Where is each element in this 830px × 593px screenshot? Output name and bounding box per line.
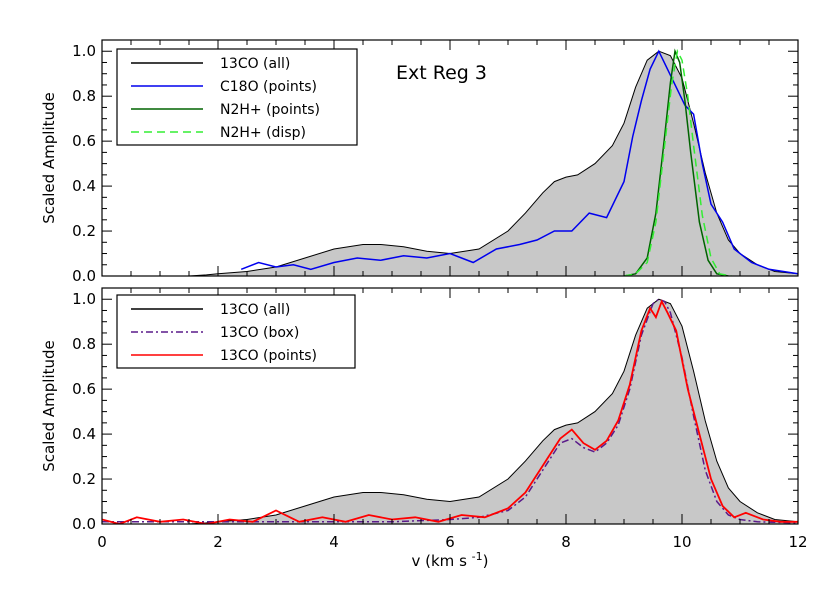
- panel-bottom-legend-label: 13CO (all): [220, 302, 290, 318]
- panel-bottom-x-tick-label: 6: [445, 533, 455, 551]
- panel-top-series-13co-all-fill: [102, 51, 798, 276]
- panel-top-annotation: Ext Reg 3: [396, 62, 487, 84]
- panel-top-y-tick-label: 0.8: [72, 87, 96, 105]
- panel-top-x-ticks: [101, 40, 799, 276]
- panel-bottom-y-axis-title: Scaled Amplitude: [40, 340, 58, 472]
- panel-bottom-x-tick-label: 12: [788, 533, 807, 551]
- panel-top-series-c18o-points: [240, 49, 798, 275]
- panel-bottom-x-tick-label: 4: [329, 533, 339, 551]
- panel-bottom-series-13co-all-fill: [102, 299, 798, 524]
- panel-bottom-y-tick-label: 0.4: [72, 425, 96, 443]
- panel-top-y-tick-label: 0.2: [72, 222, 96, 240]
- panel-top-y-tick-label: 0.6: [72, 132, 96, 150]
- panel-top-legend-label: C18O (points): [220, 79, 317, 95]
- panel-bottom-y-ticks: [102, 287, 798, 525]
- panel-top-series-n2h-disp: [623, 48, 732, 276]
- panel-top-legend-label: N2H+ (points): [220, 102, 320, 118]
- panel-top-plot-area: [102, 48, 798, 276]
- panel-bottom-legend-label: 13CO (box): [220, 325, 299, 341]
- panel-top-y-tick-label: 0.0: [72, 267, 96, 285]
- panel-bottom-x-tick-label: 8: [561, 533, 571, 551]
- panel-bottom-y-tick-label: 0.2: [72, 470, 96, 488]
- panel-top-y-ticks: [102, 39, 798, 277]
- panel-top-y-axis-title: Scaled Amplitude: [40, 92, 58, 224]
- panel-bottom-y-tick-label: 0.8: [72, 335, 96, 353]
- panel-top-y-tick-label: 1.0: [72, 42, 96, 60]
- panel-bottom-series-13co-all-outline: [102, 298, 798, 524]
- panel-top-legend-label: 13CO (all): [220, 56, 290, 72]
- panel-top-legend-box: [116, 48, 358, 146]
- panel-bottom-legend-label: 13CO (points): [220, 348, 317, 364]
- panel-bottom-series-13co-points: [102, 299, 798, 524]
- panel-bottom-y-tick-label: 0.6: [72, 380, 96, 398]
- panel-top: 0.0 0.2 0.4 0.6 0.8 1.0 Scaled Amplitude Ext Re…: [40, 39, 799, 285]
- panel-top-series-n2h-points: [623, 48, 729, 276]
- panel-bottom: 0.0 0.2 0.4 0.6 0.8 1.0 0 2 4 6 8 10 12 v (km s -1) Sc…: [40, 287, 808, 570]
- panel-bottom-plot-area: [102, 298, 798, 524]
- panel-bottom-y-tick-label: 0.0: [72, 515, 96, 533]
- panel-bottom-x-tick-label: 10: [672, 533, 691, 551]
- panel-bottom-legend: 13CO (all) 13CO (box) 13CO (points): [116, 294, 356, 369]
- panel-top-legend-label: N2H+ (disp): [220, 125, 306, 141]
- panel-top-legend: 13CO (all) C18O (points) N2H+ (points) N2H+…: [116, 48, 358, 146]
- panel-bottom-x-tick-label: 2: [213, 533, 223, 551]
- x-axis-title: v (km s -1): [412, 550, 489, 570]
- panel-top-y-tick-label: 0.4: [72, 177, 96, 195]
- panel-top-series-13co-all-outline: [102, 50, 798, 276]
- panel-bottom-x-ticks: [101, 288, 799, 524]
- panel-bottom-y-tick-label: 1.0: [72, 290, 96, 308]
- panel-bottom-x-tick-label: 0: [97, 533, 107, 551]
